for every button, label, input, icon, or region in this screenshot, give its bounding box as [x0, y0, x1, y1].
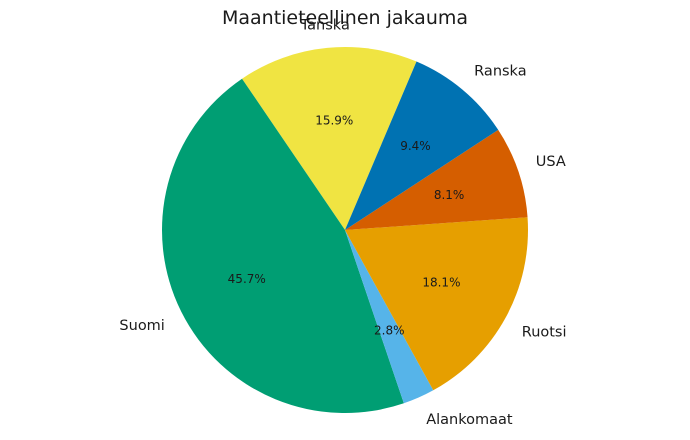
percent-label-ranska: 9.4%: [400, 139, 431, 153]
pie-slice-usa: [345, 129, 528, 230]
category-label-ranska: Ranska: [474, 64, 526, 80]
percent-label-usa: 8.1%: [434, 188, 465, 202]
category-labels: Tanska Suomi Alankomaat Ruotsi USA Ranska: [119, 18, 566, 429]
pie-slice-ruotsi: [345, 217, 528, 391]
pie-slice-suomi: [162, 78, 404, 413]
percent-label-alankomaat: 2.8%: [374, 323, 405, 337]
percent-labels: 15.9% 45.7% 2.8% 18.1% 8.1% 9.4%: [228, 114, 465, 338]
pie-slice-alankomaat: [345, 230, 434, 404]
percent-label-suomi: 45.7%: [228, 272, 266, 286]
chart-title: Maantieteellinen jakauma: [222, 7, 468, 29]
pie-slices: [162, 47, 528, 413]
pie-slice-tanska: [242, 47, 417, 230]
category-label-suomi: Suomi: [119, 318, 164, 334]
category-label-alankomaat: Alankomaat: [426, 412, 513, 428]
category-label-ruotsi: Ruotsi: [522, 324, 567, 340]
percent-label-tanska: 15.9%: [315, 114, 353, 128]
category-label-tanska: Tanska: [300, 18, 350, 34]
percent-label-ruotsi: 18.1%: [422, 276, 460, 290]
category-label-usa: USA: [536, 154, 566, 170]
pie-slice-ranska: [345, 61, 499, 230]
